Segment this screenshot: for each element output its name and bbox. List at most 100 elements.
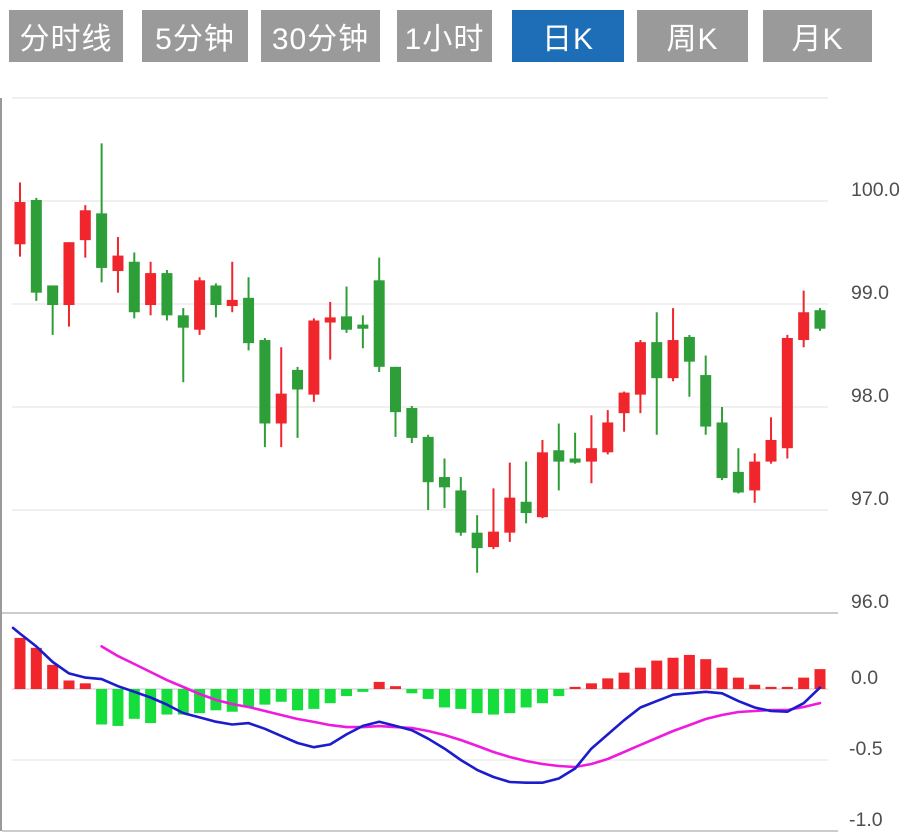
macd-axis-label: -0.5: [849, 738, 883, 760]
dea-line: [100, 645, 822, 769]
candle-up: [798, 312, 810, 341]
candle-down: [373, 280, 385, 367]
macd-bar: [602, 678, 614, 689]
macd-bar: [47, 664, 59, 689]
candle-down: [406, 408, 418, 438]
macd-bar: [406, 689, 418, 694]
candle-down: [716, 422, 728, 479]
candle-up: [194, 280, 206, 330]
macd-bar: [194, 689, 206, 714]
candle-up: [145, 273, 157, 306]
candle-down: [455, 490, 467, 533]
macd-bar: [504, 689, 516, 714]
macd-bar: [14, 637, 26, 689]
candle-down: [732, 471, 744, 493]
tab-30分钟[interactable]: 30分钟: [261, 10, 380, 62]
candle-down: [161, 273, 173, 316]
macd-bar: [700, 659, 712, 689]
candle-up: [504, 497, 516, 533]
candle-down: [700, 375, 712, 427]
price-axis-label: 100.0: [851, 179, 900, 201]
macd-bar: [716, 667, 728, 689]
macd-bar: [585, 683, 597, 689]
candle-down: [47, 285, 59, 306]
macd-bar: [569, 686, 581, 689]
candle-down: [471, 532, 483, 549]
macd-bar: [177, 689, 189, 715]
macd-bar: [390, 686, 402, 689]
candle-up: [765, 439, 777, 462]
macd-bar: [683, 654, 695, 689]
macd-bar: [536, 689, 548, 704]
candle-down: [422, 436, 434, 483]
candle-up: [275, 393, 287, 424]
candle-up: [112, 255, 124, 272]
macd-bar: [275, 689, 287, 702]
dif-line: [11, 626, 822, 785]
macd-bar: [145, 689, 157, 724]
candle-down: [243, 297, 255, 344]
candle-up: [226, 299, 238, 307]
candle-down: [438, 477, 450, 488]
candle-down: [341, 316, 353, 330]
macd-bar: [634, 667, 646, 689]
macd-axis-label: 0.0: [851, 667, 878, 689]
macd-bar: [308, 689, 320, 709]
macd-bar: [112, 689, 124, 726]
candle-up: [324, 317, 336, 323]
candle-down: [357, 324, 369, 329]
macd-bar: [373, 681, 385, 689]
candle-down: [128, 261, 140, 313]
candle-down: [30, 199, 42, 293]
candle-up: [618, 392, 630, 414]
price-axis-label: 98.0: [851, 385, 889, 407]
macd-bar: [781, 686, 793, 689]
candle-down: [814, 310, 826, 329]
candle-up: [63, 242, 75, 306]
tab-日K-active[interactable]: 日K: [512, 10, 624, 62]
candle-up: [602, 422, 614, 453]
tab-1小时[interactable]: 1小时: [397, 10, 492, 62]
macd-bar: [455, 689, 467, 709]
timeframe-tabbar: 分时线 5分钟 30分钟 1小时 日K 周K 月K: [0, 0, 912, 72]
candle-up: [781, 337, 793, 449]
macd-bar: [259, 689, 271, 705]
macd-bar: [422, 689, 434, 699]
macd-bar: [814, 669, 826, 689]
macd-bar: [667, 657, 679, 689]
macd-bar: [553, 689, 565, 697]
price-axis-label: 97.0: [851, 488, 889, 510]
macd-bar: [618, 672, 630, 689]
tab-5分钟[interactable]: 5分钟: [142, 10, 248, 62]
macd-bar: [487, 689, 499, 715]
macd-lines: [11, 626, 822, 785]
candle-down: [292, 369, 304, 390]
tab-分时线[interactable]: 分时线: [9, 10, 123, 62]
candle-down: [553, 450, 565, 462]
candle-down: [520, 501, 532, 514]
axis-labels: 100.0 99.0 98.0 97.0 96.0 0.0 -0.5 -1.0: [849, 179, 900, 831]
candle-up: [536, 452, 548, 518]
candlestick-series: [14, 143, 826, 573]
macd-histogram: [14, 637, 826, 726]
macd-bar: [520, 689, 532, 708]
tab-月K[interactable]: 月K: [763, 10, 872, 62]
candle-down: [390, 366, 402, 413]
macd-bar: [765, 686, 777, 689]
candle-up: [487, 531, 499, 548]
macd-bar: [79, 683, 91, 689]
macd-bar: [243, 689, 255, 708]
price-axis-label: 96.0: [851, 591, 889, 613]
price-axis-label: 99.0: [851, 282, 889, 304]
candle-up: [14, 202, 26, 245]
candle-down: [683, 336, 695, 362]
macd-bar: [63, 680, 75, 689]
candle-down: [259, 340, 271, 424]
candle-up: [585, 448, 597, 462]
candle-up: [634, 342, 646, 395]
tab-周K[interactable]: 周K: [637, 10, 748, 62]
macd-bar: [341, 689, 353, 697]
macd-bar: [161, 689, 173, 715]
